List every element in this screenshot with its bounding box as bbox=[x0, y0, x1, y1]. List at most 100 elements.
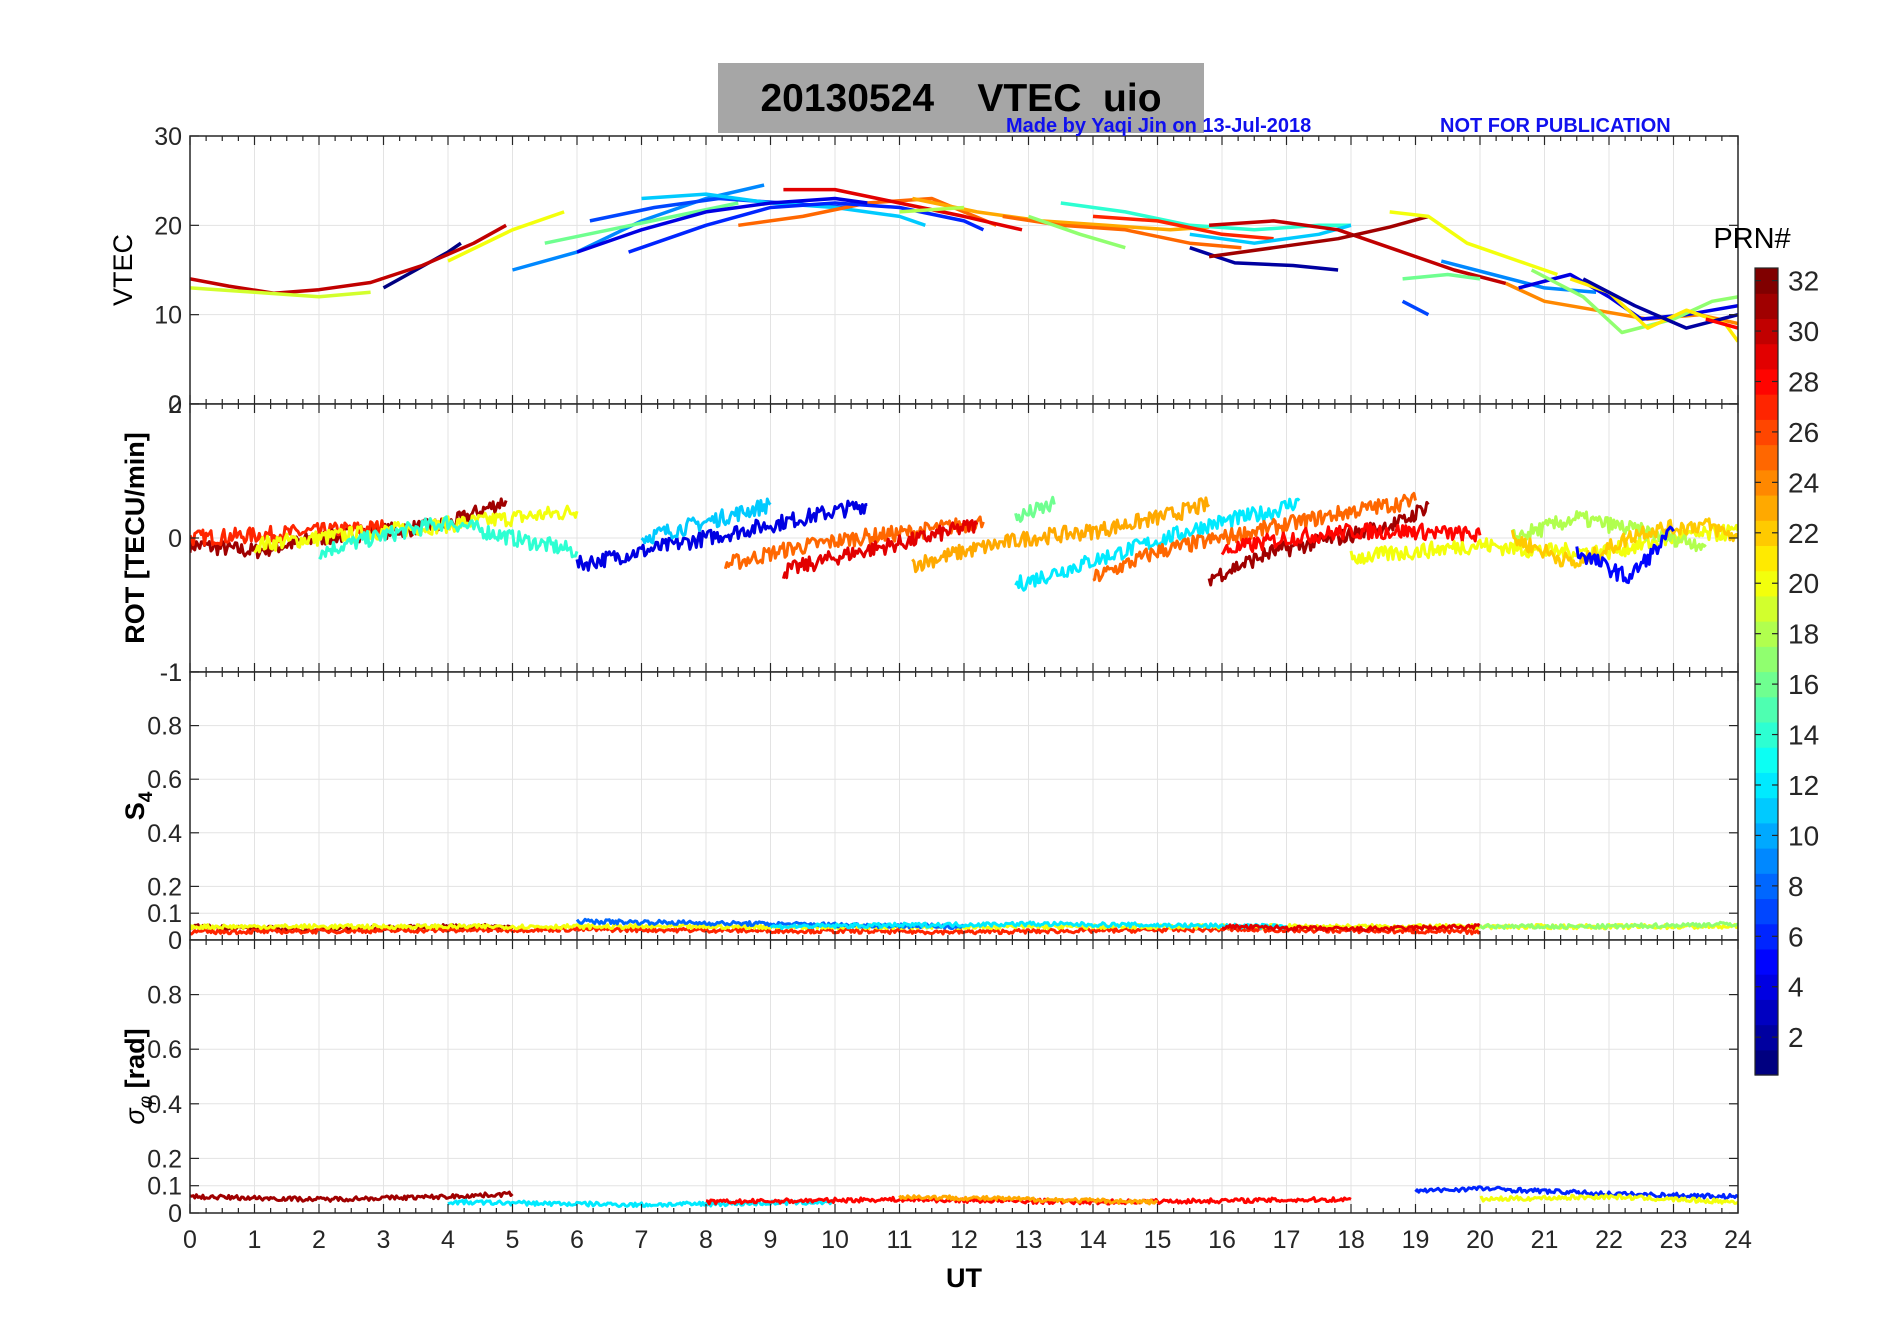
x-axis-label: UT bbox=[946, 1263, 982, 1293]
series-line-prn-20 bbox=[1479, 1193, 1738, 1205]
series-line-prn-29 bbox=[781, 519, 979, 580]
x-tick-label: 0 bbox=[183, 1226, 197, 1254]
series-line-prn-25 bbox=[723, 515, 985, 570]
colorbar-tick-label: 2 bbox=[1788, 1022, 1804, 1053]
x-tick-label: 13 bbox=[1015, 1226, 1043, 1254]
y-tick-label: 0.8 bbox=[147, 713, 182, 741]
series-line-prn-12 bbox=[769, 920, 1287, 931]
colorbar-tick-label: 22 bbox=[1788, 518, 1819, 549]
y-tick-label: 0.6 bbox=[147, 766, 182, 794]
series-line-prn-27 bbox=[1092, 214, 1274, 241]
colorbar-segment bbox=[1755, 873, 1778, 900]
y-axis-label-subscript: φ bbox=[136, 1096, 157, 1108]
x-tick-label: 24 bbox=[1724, 1226, 1752, 1254]
x-tick-label: 15 bbox=[1144, 1226, 1172, 1254]
series-line-prn-30 bbox=[1208, 219, 1507, 286]
colorbar-segment bbox=[1755, 1049, 1778, 1076]
colorbar-tick-label: 24 bbox=[1788, 467, 1819, 498]
colorbar-tick-label: 26 bbox=[1788, 417, 1819, 448]
colorbar-segment bbox=[1755, 621, 1778, 647]
credit-text: Made by Yaqi Jin on 13-Jul-2018 bbox=[1006, 115, 1312, 137]
colorbar-segment bbox=[1755, 923, 1778, 950]
series-line-prn-20 bbox=[447, 210, 565, 263]
series-line-prn-5 bbox=[1575, 525, 1675, 585]
y-axis-label: VTEC bbox=[108, 234, 138, 306]
y-tick-label: 0 bbox=[168, 525, 182, 553]
y-tick-label: 0.1 bbox=[147, 900, 182, 928]
series-line-prn-6 bbox=[1414, 1185, 1738, 1200]
colorbar-segment bbox=[1755, 696, 1778, 723]
x-tick-label: 11 bbox=[887, 1226, 913, 1254]
colorbar-tick-label: 8 bbox=[1788, 871, 1804, 902]
series-line-prn-4 bbox=[575, 499, 868, 572]
series-line-prn-7 bbox=[1401, 299, 1430, 317]
y-tick-label: 10 bbox=[154, 302, 182, 330]
series-line-prn-20 bbox=[1389, 210, 1558, 277]
series-line-prn-29 bbox=[783, 187, 1023, 232]
colorbar-tick-label: 28 bbox=[1788, 366, 1819, 397]
y-tick-label: 2 bbox=[168, 391, 182, 419]
colorbar-segment bbox=[1755, 848, 1778, 874]
colorbar-segment bbox=[1755, 595, 1778, 622]
x-tick-label: 22 bbox=[1595, 1226, 1623, 1254]
series-line-prn-19 bbox=[190, 286, 371, 299]
series-line-prn-12 bbox=[1014, 497, 1301, 592]
colorbar-segment bbox=[1755, 419, 1778, 446]
colorbar-segment bbox=[1755, 822, 1778, 849]
colorbar-segment bbox=[1755, 898, 1778, 925]
y-tick-label: 0.4 bbox=[147, 1091, 182, 1119]
x-ticks bbox=[189, 672, 1739, 940]
y-axis-label-subscript: 4 bbox=[136, 791, 157, 802]
y-axis-label: S4 bbox=[120, 791, 157, 820]
colorbar-segment bbox=[1755, 747, 1778, 773]
x-tick-label: 3 bbox=[377, 1226, 391, 1254]
x-ticks bbox=[189, 136, 1739, 404]
x-tick-label: 7 bbox=[635, 1226, 649, 1254]
series-line-prn-23 bbox=[912, 196, 1210, 232]
y-tick-label: 0.8 bbox=[147, 982, 182, 1010]
title-box: 20130524 VTEC uio bbox=[718, 63, 1204, 133]
chart-title: 20130524 VTEC uio bbox=[760, 77, 1162, 120]
panel-sigma_phi: 00.10.20.40.60.8σφ [rad]0 1 2 3 4 5 6 7 8 9 10 11 12… bbox=[120, 939, 1752, 1293]
colorbar-tick-label: 32 bbox=[1788, 266, 1819, 297]
series-line-prn-31 bbox=[1208, 214, 1429, 259]
colorbar-segment bbox=[1755, 646, 1778, 673]
x-tick-label: 18 bbox=[1337, 1226, 1365, 1254]
x-tick-label: 14 bbox=[1079, 1226, 1107, 1254]
colorbar-tick-label: 16 bbox=[1788, 669, 1819, 700]
x-tick-label: 12 bbox=[950, 1226, 978, 1254]
y-tick-label: 1 bbox=[168, 659, 182, 687]
colorbar-segment bbox=[1755, 469, 1778, 496]
series-line-prn-25 bbox=[1092, 491, 1417, 583]
x-tick-label: 16 bbox=[1208, 1226, 1236, 1254]
colorbar-segment bbox=[1755, 948, 1778, 975]
x-tick-label: 20 bbox=[1466, 1226, 1494, 1254]
x-tick-label: 1 bbox=[248, 1226, 262, 1254]
y-axis-label-symbol: σ bbox=[120, 1107, 150, 1125]
series-group bbox=[190, 183, 1738, 343]
series-line-prn-23 bbox=[898, 1194, 1159, 1206]
series-line-prn-6 bbox=[628, 201, 985, 254]
y-tick-label: 0.2 bbox=[147, 1145, 182, 1173]
colorbar-segment bbox=[1755, 494, 1778, 521]
series-line-prn-29 bbox=[1221, 923, 1482, 933]
y-tick-label: 0 bbox=[168, 391, 182, 419]
colorbar-segment bbox=[1755, 1024, 1778, 1051]
colorbar-tick-label: 10 bbox=[1788, 820, 1819, 851]
colorbar-tick-label: 20 bbox=[1788, 568, 1819, 599]
colorbar-tick-label: 18 bbox=[1788, 619, 1819, 650]
y-axis-label: σφ [rad] bbox=[120, 1028, 157, 1124]
y-tick-label: 0.2 bbox=[147, 873, 182, 901]
series-line-prn-18 bbox=[899, 205, 965, 214]
series-line-prn-11 bbox=[640, 497, 772, 545]
series-line-prn-16 bbox=[544, 201, 739, 245]
y-tick-label: 0.1 bbox=[147, 1173, 182, 1201]
x-tick-label: 23 bbox=[1660, 1226, 1688, 1254]
colorbar-segment bbox=[1755, 797, 1778, 824]
series-line-prn-31 bbox=[190, 1190, 514, 1203]
colorbar-segment bbox=[1755, 343, 1778, 370]
y-tick-label: 0.6 bbox=[147, 1036, 182, 1064]
series-line-prn-14 bbox=[1060, 201, 1351, 232]
